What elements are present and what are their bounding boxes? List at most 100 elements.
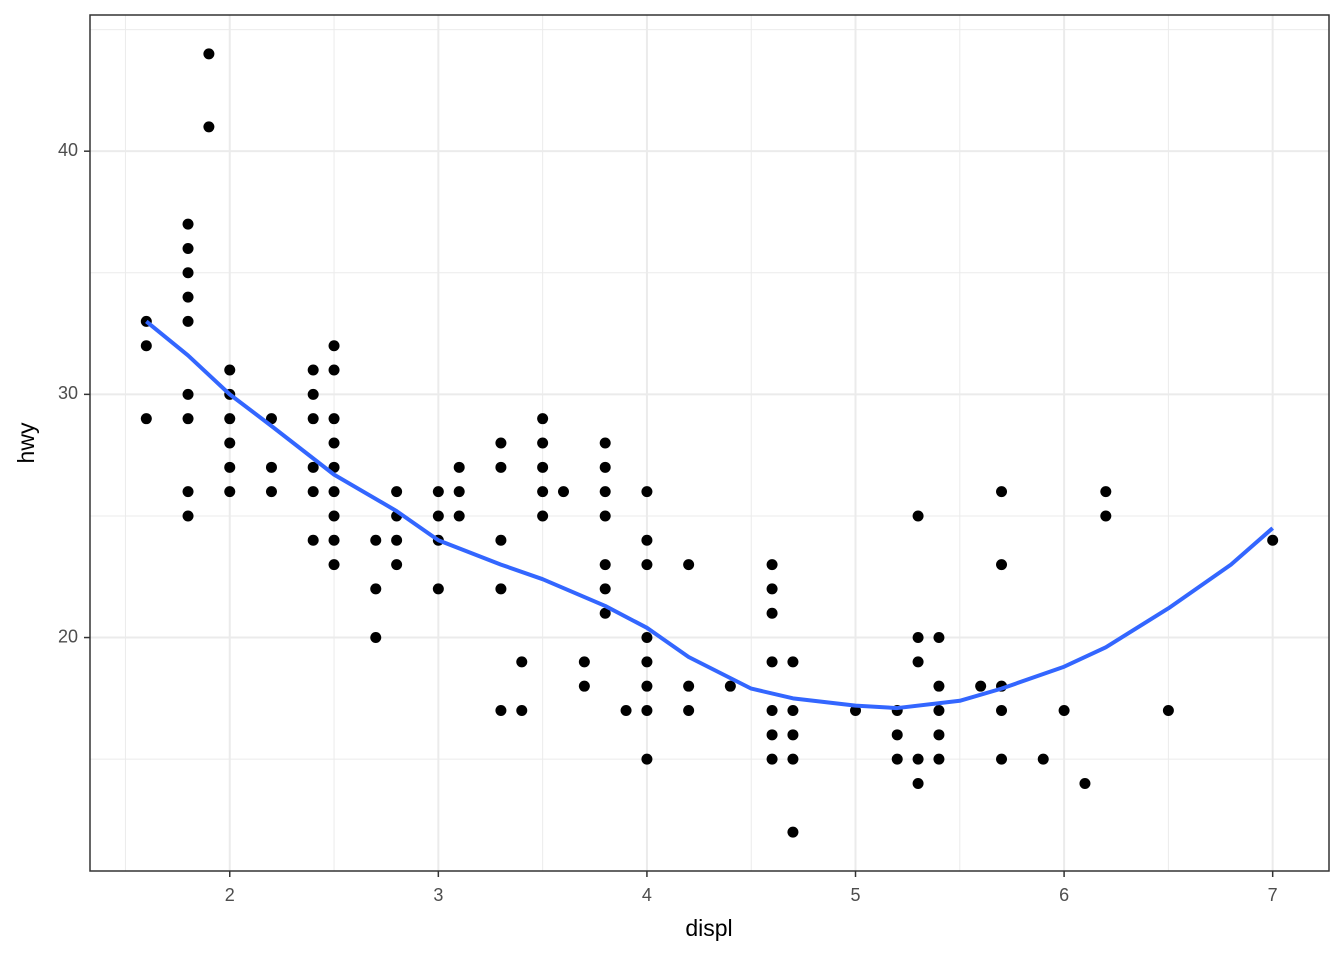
point	[224, 437, 236, 449]
point	[307, 413, 319, 425]
point	[328, 486, 340, 498]
point	[182, 315, 194, 327]
point	[620, 705, 632, 716]
x-tick-label: 4	[642, 885, 652, 905]
point	[328, 437, 340, 449]
point	[453, 461, 465, 473]
point	[140, 413, 152, 425]
point	[933, 680, 945, 692]
x-tick-label: 6	[1059, 885, 1069, 905]
y-tick-label: 30	[58, 383, 78, 403]
point	[933, 753, 945, 765]
x-tick-label: 3	[433, 885, 443, 905]
point	[224, 364, 236, 376]
point	[370, 534, 382, 546]
point	[307, 461, 319, 473]
point	[996, 753, 1008, 765]
point	[453, 486, 465, 498]
point	[391, 559, 403, 571]
point	[641, 559, 653, 571]
point	[912, 777, 924, 789]
point	[203, 48, 215, 60]
point	[537, 461, 549, 473]
x-axis-title: displ	[685, 915, 732, 941]
point	[578, 656, 590, 668]
point	[996, 486, 1008, 498]
point	[1079, 777, 1091, 789]
point	[224, 413, 236, 425]
point	[599, 510, 611, 522]
point	[307, 364, 319, 376]
point	[495, 583, 507, 595]
point	[599, 583, 611, 595]
point	[391, 534, 403, 546]
smooth-line	[145, 319, 1274, 711]
y-tick-label: 40	[58, 140, 78, 160]
point	[787, 729, 799, 741]
point	[933, 632, 945, 644]
point	[641, 753, 653, 765]
point	[599, 437, 611, 449]
point	[495, 437, 507, 449]
point	[975, 680, 987, 692]
point	[787, 656, 799, 668]
point	[996, 559, 1008, 571]
point	[495, 534, 507, 546]
point	[495, 705, 507, 716]
point	[537, 413, 549, 425]
point	[391, 486, 403, 498]
point	[1100, 486, 1112, 498]
y-tick-label: 20	[58, 626, 78, 646]
point	[683, 680, 695, 692]
point	[766, 753, 778, 765]
point	[557, 486, 569, 498]
point	[1162, 705, 1174, 716]
point	[182, 510, 194, 522]
point	[599, 486, 611, 498]
point	[432, 510, 444, 522]
point	[766, 729, 778, 741]
point	[453, 510, 465, 522]
point	[182, 291, 194, 303]
point	[641, 705, 653, 716]
point	[140, 340, 152, 352]
point	[516, 656, 528, 668]
point	[641, 680, 653, 692]
point	[787, 705, 799, 716]
point	[1058, 705, 1070, 716]
point	[328, 340, 340, 352]
point	[891, 729, 903, 741]
point	[683, 705, 695, 716]
point	[912, 753, 924, 765]
point	[578, 680, 590, 692]
point	[307, 388, 319, 400]
point	[766, 559, 778, 571]
point	[495, 461, 507, 473]
point	[224, 461, 236, 473]
point	[641, 534, 653, 546]
point	[370, 632, 382, 644]
point	[766, 607, 778, 619]
panel-border	[89, 14, 1330, 872]
point	[265, 461, 277, 473]
point	[787, 826, 799, 838]
point	[432, 486, 444, 498]
point	[328, 510, 340, 522]
point	[641, 656, 653, 668]
point	[641, 632, 653, 644]
point	[182, 388, 194, 400]
point	[328, 364, 340, 376]
x-tick-label: 5	[851, 885, 861, 905]
point	[912, 510, 924, 522]
point	[787, 753, 799, 765]
x-tick-label: 2	[225, 885, 235, 905]
point	[537, 437, 549, 449]
point	[766, 583, 778, 595]
point	[1267, 534, 1279, 546]
point	[996, 705, 1008, 716]
point	[912, 632, 924, 644]
point	[265, 486, 277, 498]
point	[328, 559, 340, 571]
